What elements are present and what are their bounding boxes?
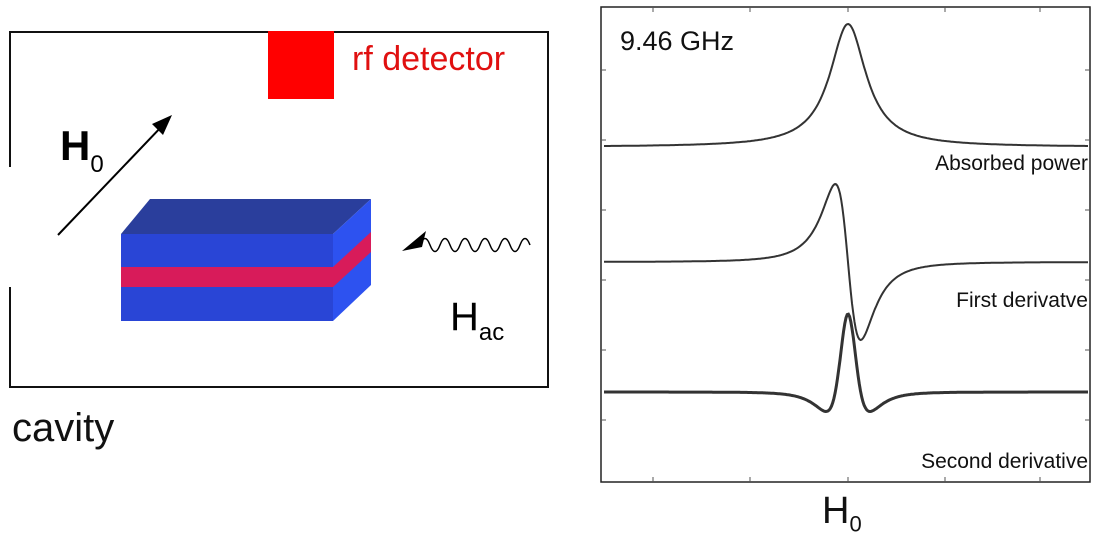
cavity-label: cavity [12, 406, 115, 450]
hac-field-label: Hac [450, 295, 504, 346]
plot-ticks [601, 7, 1090, 482]
hac-main: H [450, 295, 479, 339]
curve-absorbed-power [604, 22, 1088, 147]
h0-main: H [60, 122, 90, 169]
hac-sub: ac [479, 319, 504, 346]
curve-second-derivative [604, 312, 1088, 414]
frequency-label: 9.46 GHz [620, 26, 734, 56]
h0-field-label: H0 [60, 122, 104, 178]
curve-label-first: First derivatve [956, 289, 1088, 312]
curve-first-derivative [604, 182, 1088, 342]
rf-detector [268, 31, 334, 99]
film-layer-front [121, 267, 333, 287]
sample-block [121, 199, 371, 321]
rf-detector-label: rf detector [352, 40, 505, 78]
x-axis-label: H0 [822, 490, 862, 538]
cavity-outline [9, 31, 549, 388]
curve-label-second: Second derivative [921, 450, 1088, 473]
h0-sub: 0 [90, 151, 103, 178]
x-axis-main: H [822, 490, 850, 532]
hac-wave [419, 237, 531, 253]
x-axis-sub: 0 [849, 511, 862, 537]
h0-arrowhead-icon [152, 115, 172, 135]
fmr-plot: 9.46 GHz Absorbed power First derivatve … [600, 6, 1091, 483]
plot-frame [600, 6, 1091, 483]
cavity-diagram: rf detector H0 Hac [9, 31, 549, 388]
curve-label-absorbed: Absorbed power [935, 152, 1088, 175]
block-top-face [121, 199, 371, 234]
h0-arrow [57, 123, 165, 236]
hac-arrowhead-icon [402, 231, 426, 251]
film-layer-side [333, 232, 371, 287]
